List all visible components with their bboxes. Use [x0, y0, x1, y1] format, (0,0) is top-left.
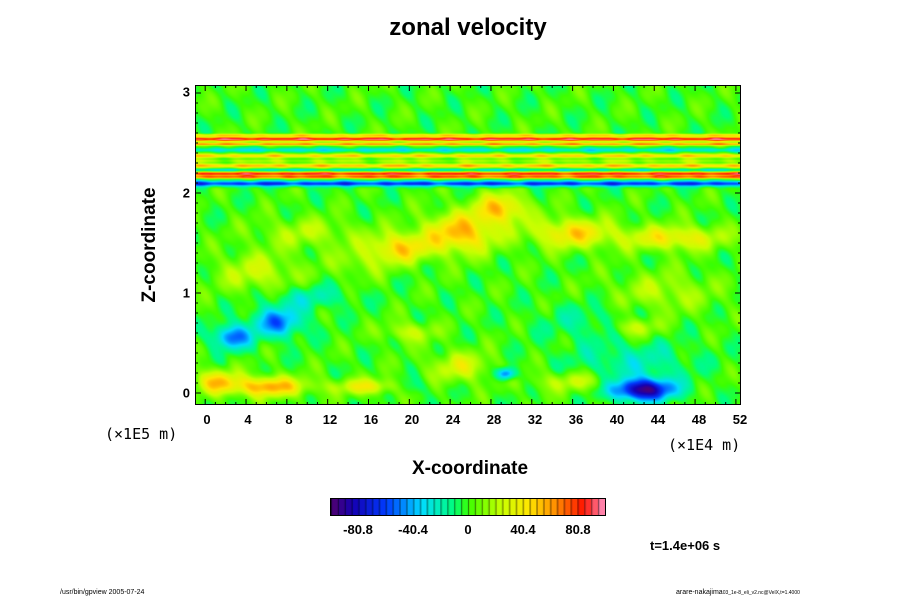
colorbar-tick-label: 0: [464, 522, 472, 537]
x-tick-label: 52: [732, 412, 748, 427]
x-tick-label: 12: [322, 412, 338, 427]
x-tick-label: 36: [568, 412, 584, 427]
y-tick-label: 0: [182, 385, 190, 401]
x-tick-label: 8: [285, 412, 293, 427]
chart-title: zonal velocity: [389, 14, 547, 41]
x-axis-label: X-coordinate: [411, 458, 529, 479]
x-tick-label: 40: [609, 412, 625, 427]
x-tick-label: 24: [445, 412, 461, 427]
y-tick-label: 2: [182, 185, 190, 201]
x-tick-label: 20: [404, 412, 420, 427]
x-tick-label: 16: [363, 412, 379, 427]
x-tick-label: 4: [244, 412, 252, 427]
zonal-velocity-heatmap: [195, 85, 741, 405]
footer-right-main: arare-nakajima: [676, 589, 723, 596]
x-tick-label: 48: [691, 412, 707, 427]
colorbar-tick-label: 80.8: [565, 522, 591, 537]
x-tick-label: 28: [486, 412, 502, 427]
colorbar-tick-label: -80.8: [343, 522, 373, 537]
y-tick-label: 3: [182, 84, 190, 100]
colorbar-tick-label: -40.4: [398, 522, 428, 537]
x-tick-label: 0: [203, 412, 211, 427]
colorbar: [330, 498, 606, 516]
y-axis-scale-factor: (×1E5 m): [105, 425, 178, 443]
colorbar-tick-label: 40.4: [510, 522, 536, 537]
footer-right-sub: 03_1e-8_eli_v2.nc@VelX,t=1.4000: [722, 590, 800, 596]
x-tick-label: 44: [650, 412, 666, 427]
y-tick-label: 1: [182, 285, 190, 301]
time-label: t=1.4e+06 s: [650, 538, 721, 553]
x-tick-label: 32: [527, 412, 543, 427]
footer-left: /usr/bin/gpview 2005-07-24: [60, 589, 145, 596]
footer-right: arare-nakajima03_1e-8_eli_v2.nc@VelX,t=1…: [676, 589, 800, 596]
x-axis-scale-factor: (×1E4 m): [668, 436, 741, 454]
